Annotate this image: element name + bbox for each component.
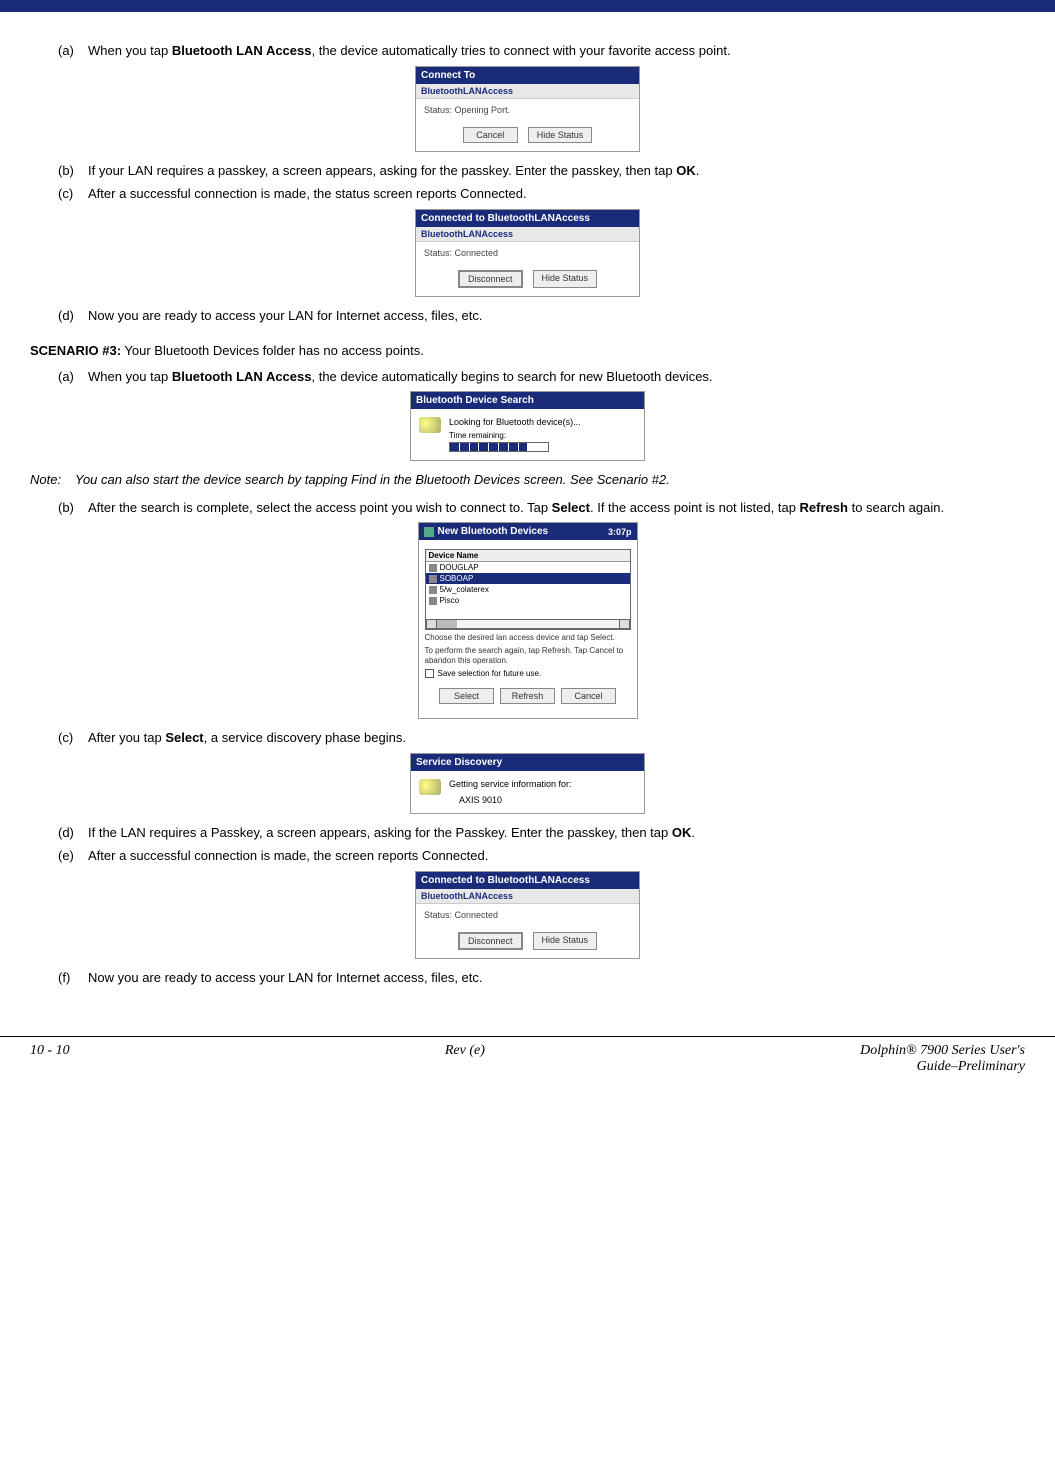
list-item[interactable]: SOBOAP — [426, 573, 630, 584]
device-search-dialog: Bluetooth Device Search Looking for Blue… — [410, 391, 645, 461]
service-icon — [419, 779, 441, 795]
step-2d: (d) Now you are ready to access your LAN… — [58, 307, 1025, 325]
step-label: (a) — [58, 368, 88, 386]
dialog-subtitle: BluetoothLANAccess — [416, 227, 639, 242]
service-device: AXIS 9010 — [449, 795, 636, 805]
checkbox-icon — [425, 669, 434, 678]
dialog-title: New Bluetooth Devices 3:07p — [419, 523, 637, 540]
step-3f: (f) Now you are ready to access your LAN… — [58, 969, 1025, 987]
step-label: (f) — [58, 969, 88, 987]
disconnect-button[interactable]: Disconnect — [458, 270, 523, 288]
device-listbox[interactable]: Device Name DOUGLAP SOBOAP 5/w_colaterex… — [425, 549, 631, 630]
device-icon — [429, 564, 437, 572]
footer-title: Dolphin® 7900 Series User's Guide–Prelim… — [860, 1043, 1025, 1075]
step-text: After a successful connection is made, t… — [88, 185, 1025, 203]
step-label: (c) — [58, 729, 88, 747]
search-icon — [419, 417, 441, 433]
dialog-title: Connected to BluetoothLANAccess — [416, 210, 639, 227]
list-item[interactable]: DOUGLAP — [426, 562, 630, 573]
hide-status-button[interactable]: Hide Status — [533, 932, 598, 950]
cancel-button[interactable]: Cancel — [463, 127, 518, 143]
step-2a: (a) When you tap Bluetooth LAN Access, t… — [58, 42, 1025, 60]
step-3e: (e) After a successful connection is mad… — [58, 847, 1025, 865]
connected-dialog-2: Connected to BluetoothLANAccess Bluetoot… — [415, 871, 640, 959]
dialog-subtitle: BluetoothLANAccess — [416, 889, 639, 904]
header-bar — [0, 0, 1055, 12]
connect-to-dialog: Connect To BluetoothLANAccess Status: Op… — [415, 66, 640, 152]
hide-status-button[interactable]: Hide Status — [533, 270, 598, 288]
device-icon — [429, 575, 437, 583]
footer-page-number: 10 - 10 — [30, 1043, 70, 1059]
step-text: When you tap Bluetooth LAN Access, the d… — [88, 42, 1025, 60]
step-label: (e) — [58, 847, 88, 865]
dialog-title: Connect To — [416, 67, 639, 84]
horizontal-scrollbar[interactable] — [426, 619, 630, 629]
page-body: (a) When you tap Bluetooth LAN Access, t… — [0, 42, 1055, 1012]
note-label: Note: — [30, 471, 75, 489]
step-3a: (a) When you tap Bluetooth LAN Access, t… — [58, 368, 1025, 386]
help-text: To perform the search again, tap Refresh… — [425, 646, 631, 665]
dialog-title: Connected to BluetoothLANAccess — [416, 872, 639, 889]
step-3d: (d) If the LAN requires a Passkey, a scr… — [58, 824, 1025, 842]
step-text: If the LAN requires a Passkey, a screen … — [88, 824, 1025, 842]
step-3b: (b) After the search is complete, select… — [58, 499, 1025, 517]
list-item[interactable]: Pisco — [426, 595, 630, 606]
step-text: After a successful connection is made, t… — [88, 847, 1025, 865]
new-devices-dialog: New Bluetooth Devices 3:07p Device Name … — [418, 522, 638, 719]
service-discovery-dialog: Service Discovery Getting service inform… — [410, 753, 645, 814]
step-text: After you tap Select, a service discover… — [88, 729, 1025, 747]
footer-rule — [0, 1036, 1055, 1037]
column-header: Device Name — [426, 550, 630, 562]
step-text: If your LAN requires a passkey, a screen… — [88, 162, 1025, 180]
step-label: (b) — [58, 162, 88, 180]
save-selection-checkbox[interactable]: Save selection for future use. — [425, 669, 631, 678]
scenario-3-header: SCENARIO #3: Your Bluetooth Devices fold… — [30, 342, 1025, 360]
dialog-title: Service Discovery — [411, 754, 644, 771]
step-2c: (c) After a successful connection is mad… — [58, 185, 1025, 203]
search-message: Looking for Bluetooth device(s)... — [449, 417, 636, 427]
step-text: When you tap Bluetooth LAN Access, the d… — [88, 368, 1025, 386]
footer-revision: Rev (e) — [70, 1043, 860, 1059]
list-item[interactable]: 5/w_colaterex — [426, 584, 630, 595]
note-text: You can also start the device search by … — [75, 471, 1025, 489]
cancel-button[interactable]: Cancel — [561, 688, 616, 704]
dialog-body: Status: Connected — [416, 242, 639, 264]
step-label: (d) — [58, 307, 88, 325]
connected-dialog: Connected to BluetoothLANAccess Bluetoot… — [415, 209, 640, 297]
device-icon — [429, 586, 437, 594]
disconnect-button[interactable]: Disconnect — [458, 932, 523, 950]
step-2b: (b) If your LAN requires a passkey, a sc… — [58, 162, 1025, 180]
dialog-body: Status: Connected — [416, 904, 639, 926]
progress-bar — [449, 442, 549, 452]
help-text: Choose the desired lan access device and… — [425, 633, 631, 643]
step-text: After the search is complete, select the… — [88, 499, 1025, 517]
page-footer: 10 - 10 Rev (e) Dolphin® 7900 Series Use… — [0, 1043, 1055, 1095]
dialog-title: Bluetooth Device Search — [411, 392, 644, 409]
step-label: (c) — [58, 185, 88, 203]
time-remaining-label: Time remaining: — [449, 431, 636, 440]
dialog-body: Status: Opening Port. — [416, 99, 639, 121]
step-text: Now you are ready to access your LAN for… — [88, 307, 1025, 325]
service-message: Getting service information for: — [449, 779, 636, 789]
step-label: (d) — [58, 824, 88, 842]
dialog-subtitle: BluetoothLANAccess — [416, 84, 639, 99]
window-icon — [424, 527, 434, 537]
step-label: (b) — [58, 499, 88, 517]
step-label: (a) — [58, 42, 88, 60]
select-button[interactable]: Select — [439, 688, 494, 704]
step-text: Now you are ready to access your LAN for… — [88, 969, 1025, 987]
device-icon — [429, 597, 437, 605]
clock: 3:07p — [608, 527, 632, 537]
note: Note: You can also start the device sear… — [30, 471, 1025, 489]
hide-status-button[interactable]: Hide Status — [528, 127, 593, 143]
refresh-button[interactable]: Refresh — [500, 688, 555, 704]
step-3c: (c) After you tap Select, a service disc… — [58, 729, 1025, 747]
